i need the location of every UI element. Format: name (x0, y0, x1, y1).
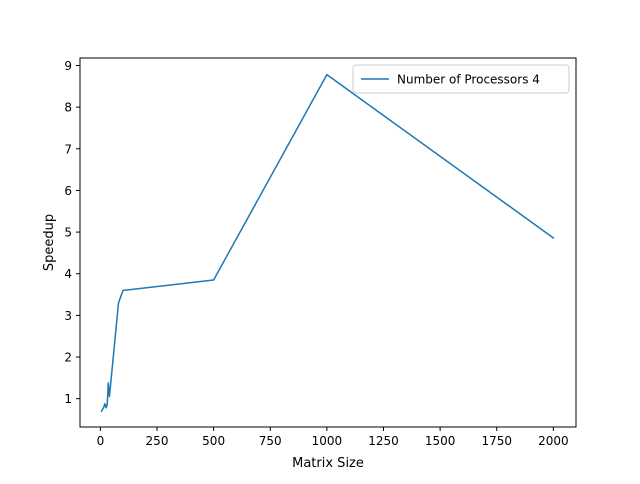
y-tick-label: 8 (64, 101, 72, 115)
legend-label: Number of Processors 4 (397, 73, 540, 87)
x-tick-label: 250 (146, 434, 169, 448)
x-tick-label: 1250 (368, 434, 399, 448)
legend: Number of Processors 4 (352, 64, 570, 94)
y-tick-label: 6 (64, 184, 72, 198)
ticks: 0 250 500 750 1000 1250 1500 1750 2000 1 2 3 4 5 6 7 8 9 (64, 59, 568, 448)
x-tick-label: 1750 (481, 434, 512, 448)
series-layer (100, 73, 555, 413)
x-tick-label: 0 (97, 434, 105, 448)
plot-area (80, 58, 576, 427)
x-tick-label: 750 (259, 434, 282, 448)
legend-box (352, 64, 570, 94)
y-tick-label: 2 (64, 351, 72, 365)
y-axis-label: Speedup (42, 214, 57, 271)
y-tick-label: 3 (64, 309, 72, 323)
y-tick-label: 1 (64, 392, 72, 406)
x-tick-label: 500 (202, 434, 225, 448)
series-line-0 (100, 73, 555, 413)
y-tick-label: 9 (64, 59, 72, 73)
y-tick-label: 5 (64, 226, 72, 240)
y-tick-label: 7 (64, 142, 72, 156)
plot-frame (79, 57, 577, 428)
x-tick-label: 2000 (538, 434, 569, 448)
y-tick-label: 4 (64, 267, 72, 281)
x-axis-label: Matrix Size (292, 456, 364, 471)
x-tick-label: 1000 (312, 434, 343, 448)
x-tick-label: 1500 (425, 434, 456, 448)
